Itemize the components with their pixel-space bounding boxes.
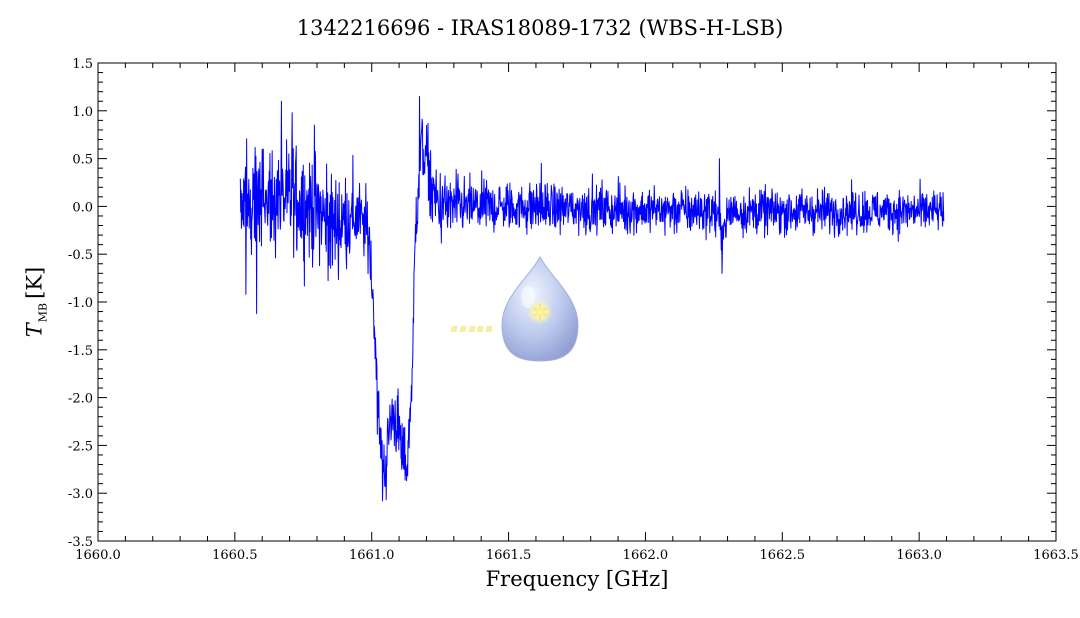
y-tick-label: -2.5 [68, 439, 93, 454]
y-axis-label-unit: [K] [22, 266, 47, 299]
wish-logo [450, 255, 579, 362]
x-axis-label: Frequency [GHz] [485, 567, 669, 591]
series-line [239, 95, 945, 502]
y-tick-label: -0.5 [68, 248, 93, 263]
y-tick-label: 1.0 [72, 105, 93, 120]
tick-layer: 1660.0 1660.5 1661.0 1661.5 1662.0 1662.5 1663… [68, 57, 1079, 563]
series-layer [239, 95, 945, 502]
wish-logo-star [532, 303, 548, 321]
y-tick-label: -3.0 [68, 487, 93, 502]
wish-logo-lettering [450, 326, 493, 332]
y-axis-label: TMB [K] [23, 267, 50, 337]
wish-logo-letter [476, 326, 484, 332]
y-tick-label: 1.5 [72, 57, 93, 72]
y-tick-label: 0.0 [72, 200, 93, 215]
y-tick-label: 0.5 [72, 153, 93, 168]
x-tick-label: 1660.0 [75, 548, 121, 563]
y-tick-label: -3.5 [68, 535, 93, 550]
x-tick-label: 1663.5 [1033, 548, 1079, 563]
x-tick-label: 1662.5 [760, 548, 806, 563]
y-tick-label: -2.0 [68, 392, 93, 407]
y-axis-label-subscript: MB [36, 302, 50, 323]
y-tick-label: -1.0 [68, 296, 93, 311]
wish-logo-letter [485, 326, 493, 332]
x-tick-label: 1662.0 [623, 548, 669, 563]
x-tick-label: 1660.5 [212, 548, 258, 563]
wish-logo-letter [459, 326, 467, 332]
wish-logo-letter [450, 326, 458, 332]
y-tick-label: -1.5 [68, 344, 93, 359]
chart-title: 1342216696 - IRAS18089-1732 (WBS-H-LSB) [296, 16, 784, 40]
x-tick-label: 1663.0 [896, 548, 942, 563]
x-tick-label: 1661.0 [349, 548, 395, 563]
x-tick-label: 1661.5 [486, 548, 532, 563]
plot-frame [97, 62, 1057, 542]
y-axis-label-symbol: T [22, 323, 47, 338]
wish-logo-letter [468, 326, 476, 332]
